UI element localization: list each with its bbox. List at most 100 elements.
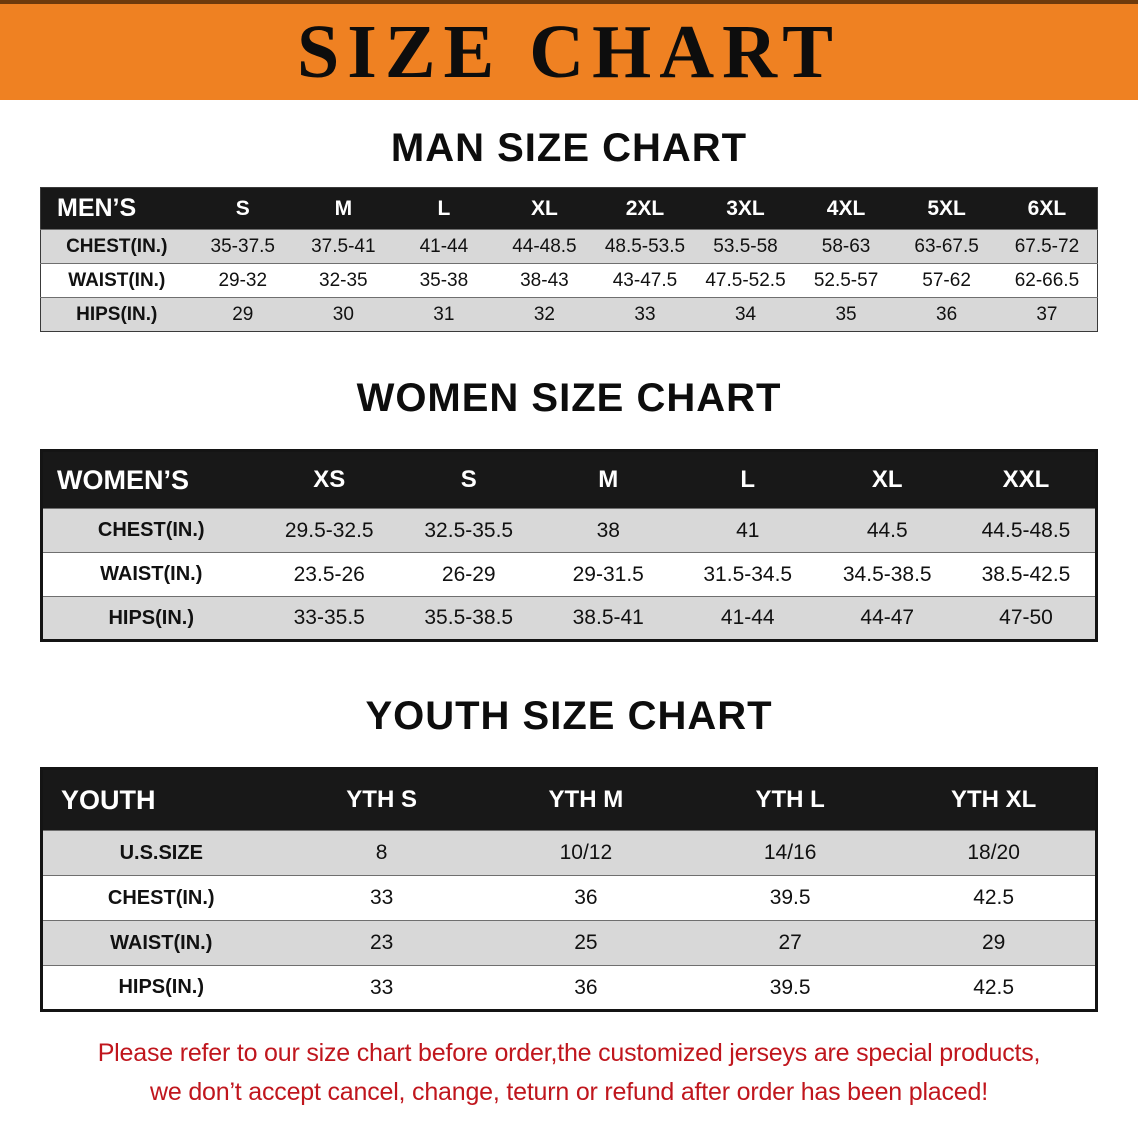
size-cell: 29.5-32.5 (259, 508, 399, 553)
size-cell: 37 (996, 297, 1098, 332)
size-cell: 32 (494, 297, 595, 332)
row-label: CHEST(IN.) (40, 229, 193, 264)
size-cell: 33 (279, 965, 484, 1011)
section-youth: YOUTH SIZE CHART YOUTH YTH S YTH M YTH L YTH … (0, 694, 1138, 1012)
column-header: S (192, 187, 294, 230)
row-label: CHEST(IN.) (41, 508, 260, 553)
table-row: WAIST(IN.) 23 25 27 29 (41, 920, 1097, 966)
column-header: 2XL (594, 187, 696, 230)
size-cell: 29 (192, 297, 294, 332)
size-cell: 36 (483, 965, 688, 1011)
size-cell: 29 (892, 920, 1097, 966)
table-row: U.S.SIZE 8 10/12 14/16 18/20 (41, 830, 1097, 876)
banner: SIZE CHART (0, 0, 1138, 100)
size-cell: 52.5-57 (795, 263, 897, 298)
column-header: YTH M (483, 768, 688, 831)
youth-heading: YOUTH SIZE CHART (365, 694, 773, 738)
column-header: L (393, 187, 495, 230)
size-cell: 34.5-38.5 (817, 552, 957, 597)
size-chart-sections: MAN SIZE CHART MEN’S S M L XL 2XL 3XL 4XL 5XL 6XL C… (0, 126, 1138, 1012)
size-cell: 33 (594, 297, 696, 332)
size-cell: 42.5 (892, 875, 1097, 921)
size-cell: 10/12 (483, 830, 688, 876)
table-row: HIPS(IN.) 33 36 39.5 42.5 (41, 965, 1097, 1011)
size-cell: 47-50 (957, 596, 1097, 641)
column-header: XXL (957, 450, 1097, 509)
size-cell: 58-63 (795, 229, 897, 264)
size-cell: 44-48.5 (494, 229, 595, 264)
size-cell: 53.5-58 (695, 229, 796, 264)
size-cell: 39.5 (688, 875, 893, 921)
size-cell: 38-43 (494, 263, 595, 298)
column-header: XS (259, 450, 399, 509)
size-cell: 33 (279, 875, 484, 921)
size-cell: 31 (393, 297, 495, 332)
size-cell: 38.5-41 (538, 596, 678, 641)
size-cell: 44.5-48.5 (957, 508, 1097, 553)
row-label: HIPS(IN.) (41, 596, 260, 641)
size-cell: 41-44 (393, 229, 495, 264)
row-label: WAIST(IN.) (41, 920, 280, 966)
size-cell: 48.5-53.5 (594, 229, 696, 264)
table-row: WAIST(IN.) 29-32 32-35 35-38 38-43 43-47.5 47.… (40, 263, 1098, 298)
size-cell: 36 (896, 297, 997, 332)
size-cell: 43-47.5 (594, 263, 696, 298)
size-cell: 35-37.5 (192, 229, 294, 264)
women-size-table: WOMEN’S XS S M L XL XXL CHEST(IN.) 29.5-32.5 32.5… (40, 449, 1098, 642)
size-cell: 67.5-72 (996, 229, 1098, 264)
men-size-table: MEN’S S M L XL 2XL 3XL 4XL 5XL 6XL CHEST(IN.) 35-37… (40, 187, 1098, 332)
size-cell: 62-66.5 (996, 263, 1098, 298)
size-cell: 32-35 (293, 263, 394, 298)
size-cell: 29-32 (192, 263, 294, 298)
row-label: WAIST(IN.) (40, 263, 193, 298)
section-men: MAN SIZE CHART MEN’S S M L XL 2XL 3XL 4XL 5XL 6XL C… (0, 126, 1138, 332)
column-header: YTH XL (892, 768, 1097, 831)
size-cell: 27 (688, 920, 893, 966)
size-cell: 33-35.5 (259, 596, 399, 641)
size-cell: 44.5 (817, 508, 957, 553)
size-cell: 31.5-34.5 (678, 552, 818, 597)
youth-size-table: YOUTH YTH S YTH M YTH L YTH XL U.S.SIZE 8 10/12… (40, 767, 1098, 1012)
size-cell: 14/16 (688, 830, 893, 876)
row-label: CHEST(IN.) (41, 875, 280, 921)
size-cell: 26-29 (399, 552, 539, 597)
column-header: YTH S (279, 768, 484, 831)
row-label: U.S.SIZE (41, 830, 280, 876)
table-row: HIPS(IN.) 33-35.5 35.5-38.5 38.5-41 41-44 44-… (41, 596, 1097, 641)
size-cell: 42.5 (892, 965, 1097, 1011)
size-cell: 35.5-38.5 (399, 596, 539, 641)
table-title: WOMEN’S (41, 450, 260, 509)
table-row: CHEST(IN.) 33 36 39.5 42.5 (41, 875, 1097, 921)
size-cell: 18/20 (892, 830, 1097, 876)
size-cell: 30 (293, 297, 394, 332)
size-cell: 32.5-35.5 (399, 508, 539, 553)
size-cell: 34 (695, 297, 796, 332)
size-cell: 35-38 (393, 263, 495, 298)
size-cell: 35 (795, 297, 897, 332)
column-header: S (399, 450, 539, 509)
notice-line-2: we don’t accept cancel, change, teturn o… (150, 1077, 988, 1106)
size-cell: 23 (279, 920, 484, 966)
header-row: WOMEN’S XS S M L XL XXL (41, 450, 1097, 509)
column-header: XL (494, 187, 595, 230)
size-cell: 8 (279, 830, 484, 876)
column-header: L (678, 450, 818, 509)
banner-title: SIZE CHART (296, 10, 841, 94)
size-cell: 29-31.5 (538, 552, 678, 597)
header-row: YOUTH YTH S YTH M YTH L YTH XL (41, 768, 1097, 831)
column-header: 3XL (695, 187, 796, 230)
size-cell: 41-44 (678, 596, 818, 641)
table-row: CHEST(IN.) 29.5-32.5 32.5-35.5 38 41 44.5 44.5… (41, 508, 1097, 553)
row-label: HIPS(IN.) (41, 965, 280, 1011)
column-header: 5XL (896, 187, 997, 230)
size-cell: 23.5-26 (259, 552, 399, 597)
men-heading: MAN SIZE CHART (390, 126, 748, 170)
column-header: YTH L (688, 768, 893, 831)
section-women: WOMEN SIZE CHART WOMEN’S XS S M L XL XXL CHEST(I… (0, 376, 1138, 642)
size-cell: 41 (678, 508, 818, 553)
row-label: HIPS(IN.) (40, 297, 193, 332)
row-label: WAIST(IN.) (41, 552, 260, 597)
notice-line-1: Please refer to our size chart before or… (97, 1039, 1041, 1067)
size-cell: 57-62 (896, 263, 997, 298)
